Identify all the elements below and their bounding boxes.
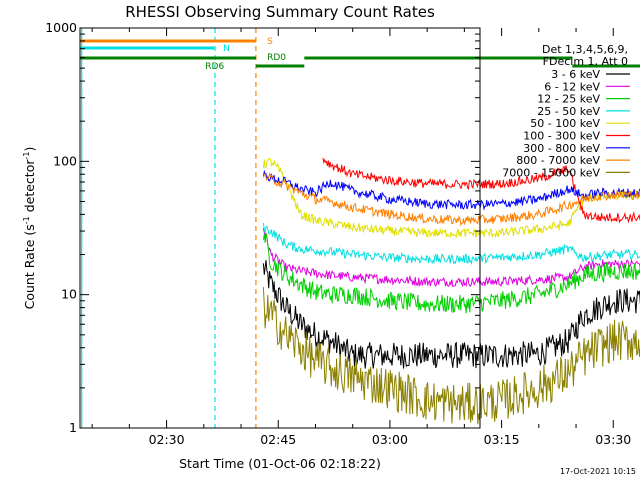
y-tick-label: 100 bbox=[53, 153, 77, 168]
legend-entry-label: 25 - 50 keV bbox=[537, 105, 600, 118]
y-axis-label-part: Count Rate (s bbox=[22, 224, 37, 309]
legend-entry-label: 12 - 25 keV bbox=[537, 93, 600, 106]
series-line bbox=[262, 228, 640, 288]
legend-entry-label: 100 - 300 keV bbox=[523, 130, 600, 143]
state-label-rd0: RD0 bbox=[267, 53, 286, 63]
time-markers bbox=[81, 28, 257, 428]
y-tick-label: 1 bbox=[69, 420, 77, 435]
x-tick-label: 02:45 bbox=[260, 432, 296, 447]
chart-title: RHESSI Observing Summary Count Rates bbox=[125, 3, 435, 21]
legend-title-line: FDecim 1, Att 0 bbox=[543, 55, 628, 68]
series-line bbox=[262, 260, 640, 369]
legend-entry-label: 3 - 6 keV bbox=[551, 68, 600, 81]
legend-entry-label: 7000 - 15000 keV bbox=[502, 166, 600, 179]
series-line bbox=[262, 171, 640, 227]
y-axis-label-sup: -1 bbox=[22, 152, 31, 160]
x-tick-label: 03:30 bbox=[595, 432, 631, 447]
series-line bbox=[262, 157, 640, 239]
legend-entry-label: 800 - 7000 keV bbox=[516, 154, 600, 167]
series-layer bbox=[262, 157, 640, 425]
y-axis: 1 10 100 1000 bbox=[45, 20, 480, 435]
y-tick-label: 10 bbox=[61, 287, 77, 302]
series-line bbox=[322, 157, 640, 224]
legend-entry-label: 50 - 100 keV bbox=[530, 117, 600, 130]
x-tick-label: 03:00 bbox=[372, 432, 408, 447]
y-axis-label-part: ) bbox=[22, 147, 37, 152]
state-label-saa: S bbox=[267, 37, 273, 47]
x-axis-label: Start Time (01-Oct-06 02:18:22) bbox=[179, 456, 381, 471]
state-label-rd6: RD6 bbox=[205, 62, 224, 72]
y-axis-label-part: detector bbox=[22, 159, 37, 217]
series-line bbox=[262, 287, 640, 425]
legend-entry-label: 6 - 12 keV bbox=[544, 80, 600, 93]
x-tick-label: 02:30 bbox=[149, 432, 185, 447]
y-tick-label: 1000 bbox=[45, 20, 77, 35]
legend: Det 1,3,4,5,6,9, FDecim 1, Att 0 3 - 6 k… bbox=[502, 43, 630, 179]
legend-title-line: Det 1,3,4,5,6,9, bbox=[542, 43, 628, 56]
series-line bbox=[262, 232, 640, 314]
series-line bbox=[262, 223, 640, 266]
date-stamp: 17-Oct-2021 10:15 bbox=[560, 467, 636, 476]
plot-frame bbox=[79, 27, 481, 429]
y-axis-label-sup: -1 bbox=[22, 216, 31, 224]
y-axis-label: Count Rate (s-1 detector-1) bbox=[22, 147, 37, 310]
x-tick-label: 03:15 bbox=[484, 432, 520, 447]
state-bars: S N RD0 RD6 bbox=[80, 37, 640, 72]
legend-entry-label: 300 - 800 keV bbox=[523, 142, 600, 155]
series-line bbox=[262, 169, 640, 211]
state-label-night: N bbox=[223, 44, 230, 54]
